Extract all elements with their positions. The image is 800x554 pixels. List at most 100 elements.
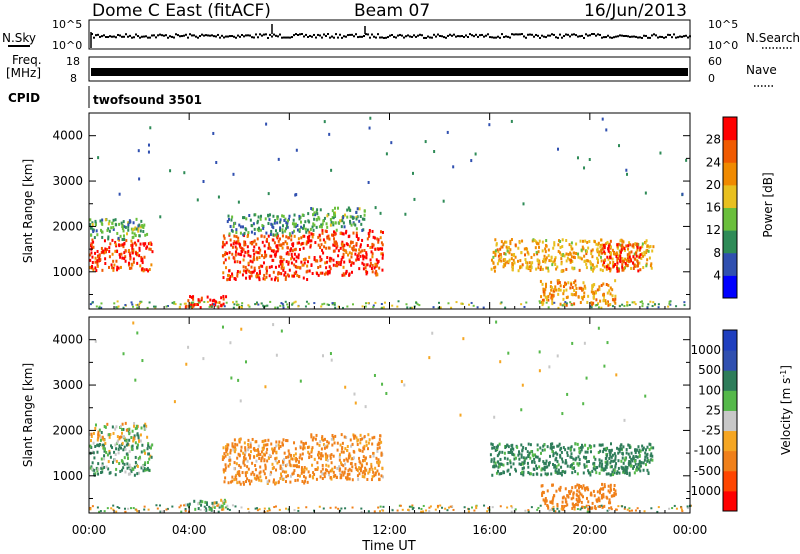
power-echo-cell: [540, 300, 543, 304]
power-echo-cell: [376, 273, 379, 277]
velocity-ground-echo: [132, 507, 135, 510]
power-echo-cell: [263, 235, 266, 239]
power-echo-cell: [635, 254, 638, 258]
velocity-echo-cell: [604, 467, 607, 471]
power-echo-cell: [301, 242, 304, 246]
power-echo-cell: [362, 263, 365, 267]
power-ground-echo: [647, 303, 650, 306]
power-echo-cell: [122, 245, 125, 249]
power-echo-cell: [341, 255, 344, 259]
power-echo-cell: [584, 249, 587, 253]
velocity-echo-cell: [220, 498, 223, 502]
power-echo-cell: [301, 226, 304, 230]
power-echo-cell: [571, 286, 574, 290]
nsky-sample: [285, 36, 287, 39]
power-echo-cell: [375, 258, 378, 262]
power-echo-cell: [526, 264, 529, 268]
velocity-echo-cell: [514, 467, 517, 471]
velocity-echo-cell: [553, 464, 556, 468]
power-echo-cell: [373, 236, 376, 240]
nsky-sample: [223, 36, 225, 39]
power-echo-cell: [287, 246, 290, 250]
velocity-echo-cell: [375, 456, 378, 460]
velocity-echo-cell: [144, 426, 147, 430]
power-echo-cell: [578, 286, 581, 290]
power-echo-cell: [329, 218, 332, 222]
nsky-sample: [191, 34, 193, 37]
velocity-echo-cell: [285, 475, 288, 479]
velocity-scatter-echo: [134, 378, 137, 382]
velocity-echo-cell: [283, 451, 286, 455]
power-echo-cell: [615, 251, 618, 255]
power-ground-echo: [367, 302, 370, 305]
nsky-sample: [345, 35, 347, 38]
power-echo-cell: [530, 255, 533, 259]
power-echo-cell: [132, 221, 135, 225]
power-echo-cell: [333, 211, 336, 215]
velocity-echo-cell: [546, 465, 549, 469]
nsky-sample: [519, 33, 521, 36]
power-ground-echo: [136, 306, 139, 309]
velocity-ground-echo: [373, 510, 376, 513]
power-echo-cell: [602, 246, 605, 250]
velocity-ground-echo: [344, 507, 347, 510]
power-ground-echo: [646, 306, 649, 309]
power-echo-cell: [127, 223, 130, 227]
power-scatter-echo: [149, 126, 152, 130]
velocity-ground-echo: [606, 509, 609, 512]
velocity-echo-cell: [556, 460, 559, 464]
velocity-echo-cell: [130, 436, 133, 440]
power-echo-cell: [309, 227, 312, 231]
nsky-sample: [455, 35, 457, 38]
power-echo-cell: [94, 251, 97, 255]
power-echo-cell: [263, 244, 266, 248]
nsky-sample: [263, 33, 265, 36]
power-echo-cell: [289, 249, 292, 253]
power-echo-cell: [356, 215, 359, 219]
power-echo-cell: [140, 219, 143, 223]
power-ground-echo: [683, 304, 686, 307]
velocity-echo-cell: [260, 479, 263, 483]
power-colorbar-segment: [723, 139, 737, 163]
power-echo-cell: [350, 270, 353, 274]
velocity-ground-echo: [147, 508, 150, 511]
power-echo-cell: [592, 296, 595, 300]
velocity-echo-cell: [136, 433, 139, 437]
velocity-echo-cell: [516, 445, 519, 449]
velocity-ground-echo: [524, 509, 527, 512]
power-echo-cell: [553, 241, 556, 245]
velocity-echo-cell: [108, 435, 111, 439]
power-ground-echo: [291, 303, 294, 306]
velocity-scatter-echo: [585, 376, 588, 380]
power-echo-cell: [91, 266, 94, 270]
velocity-echo-cell: [587, 488, 590, 492]
power-echo-cell: [279, 255, 282, 259]
nsky-sample: [259, 33, 261, 36]
power-ground-echo: [668, 302, 671, 305]
velocity-echo-cell: [294, 479, 297, 483]
nsky-sample: [145, 35, 147, 38]
velocity-echo-cell: [344, 447, 347, 451]
velocity-echo-cell: [634, 451, 637, 455]
power-scatter-echo: [159, 215, 162, 219]
power-ground-echo: [482, 306, 485, 309]
velocity-echo-cell: [320, 470, 323, 474]
power-echo-cell: [114, 249, 117, 253]
power-echo-cell: [535, 240, 538, 244]
power-echo-cell: [334, 242, 337, 246]
power-echo-cell: [606, 301, 609, 305]
velocity-echo-cell: [208, 507, 211, 511]
velocity-ground-echo: [686, 505, 689, 508]
nsky-sample: [245, 34, 247, 37]
power-echo-cell: [530, 266, 533, 270]
power-echo-cell: [381, 247, 384, 251]
power-echo-cell: [134, 234, 137, 238]
power-echo-cell: [500, 245, 503, 249]
velocity-echo-cell: [622, 469, 625, 473]
velocity-ground-echo: [115, 510, 118, 513]
power-echo-cell: [316, 212, 319, 216]
nsky-sample: [675, 36, 677, 39]
power-echo-cell: [95, 269, 98, 273]
velocity-echo-cell: [238, 440, 241, 444]
power-echo-cell: [564, 282, 567, 286]
